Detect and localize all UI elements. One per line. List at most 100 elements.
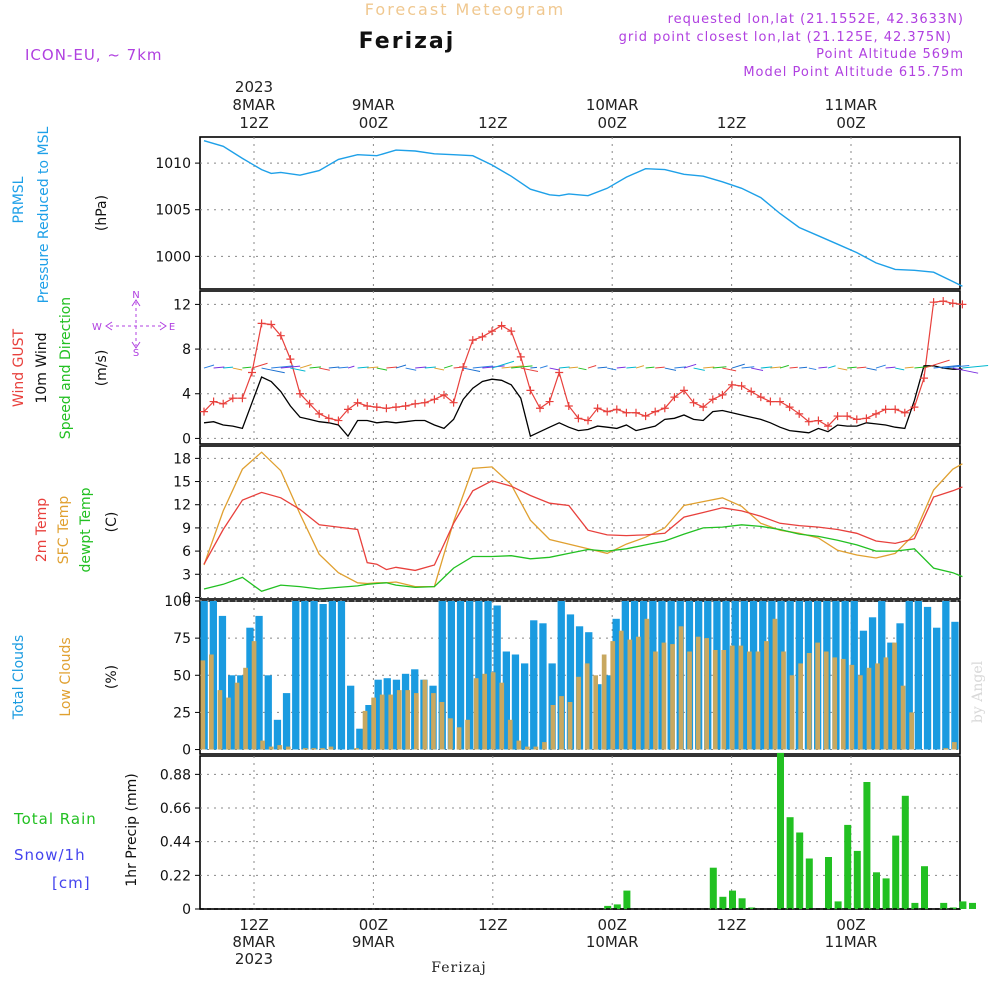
total-cloud-bar xyxy=(218,615,227,750)
low-cloud-bar xyxy=(226,697,231,750)
wind-arrow xyxy=(683,363,697,369)
total-cloud-bar xyxy=(731,601,739,750)
gust-point xyxy=(737,381,746,390)
low-cloud-bar xyxy=(721,650,727,750)
wind-arrow xyxy=(837,367,848,371)
top-tick-hour: 00Z xyxy=(359,114,388,132)
snow-label: Snow/1h xyxy=(14,846,86,864)
total-cloud-bar xyxy=(475,601,483,750)
gust-point xyxy=(814,416,823,425)
total-cloud-bar xyxy=(923,606,932,750)
gust-point xyxy=(276,331,285,340)
low-cloud-bar xyxy=(738,645,744,750)
total-cloud-bar xyxy=(768,601,776,750)
wind-arrow xyxy=(808,367,817,371)
pressure-label-1: PRMSL xyxy=(11,176,27,223)
wind-arrow xyxy=(223,366,234,369)
low-cloud-bar xyxy=(712,650,718,750)
low-cloud-bar xyxy=(525,746,530,750)
grid-point-coords: grid point closest lon,lat (21.125E, 42.… xyxy=(619,30,952,45)
low-cloud-bar xyxy=(858,675,863,750)
total-cloud-bar xyxy=(292,601,300,750)
low-cloud-bar xyxy=(490,672,496,750)
low-cloud-bar xyxy=(875,663,880,750)
gust-point xyxy=(468,336,477,345)
gust-point xyxy=(248,368,256,377)
low-cloud-bar xyxy=(234,682,240,750)
wind-arrow xyxy=(328,366,340,369)
clouds-unit: (%) xyxy=(104,665,120,689)
total-cloud-bar xyxy=(859,630,868,750)
gust-point xyxy=(660,404,669,413)
low-clouds-label: Low Clouds xyxy=(58,637,74,716)
bottom-tick-label: 00Z xyxy=(598,916,627,934)
low-cloud-bar xyxy=(601,654,607,750)
gust-point xyxy=(651,407,660,416)
low-cloud-bar xyxy=(422,679,428,750)
wind-unit: (m/s) xyxy=(94,350,110,387)
precip-bar xyxy=(969,902,976,909)
low-cloud-bar xyxy=(567,702,573,750)
wind-arrow xyxy=(347,365,355,369)
total-cloud-bar xyxy=(566,614,575,750)
low-cloud-bar xyxy=(414,693,419,750)
gust-point xyxy=(344,405,352,414)
wind-arrow xyxy=(731,363,745,369)
gust-line xyxy=(203,300,963,427)
low-cloud-bar xyxy=(499,682,505,750)
low-cloud-bar xyxy=(311,748,317,750)
total-cloud-bar xyxy=(319,604,327,750)
low-cloud-bar xyxy=(593,675,598,750)
total-cloud-bar xyxy=(933,627,941,750)
gust-point xyxy=(324,414,333,423)
total-cloud-bar xyxy=(456,601,465,750)
gust-point xyxy=(785,403,794,412)
wind-arrow xyxy=(847,366,857,369)
total-cloud-bar xyxy=(502,651,510,750)
low-cloud-bar xyxy=(533,746,539,750)
low-cloud-bar xyxy=(448,718,453,750)
wind-arrow xyxy=(693,367,705,371)
total-cloud-bar xyxy=(264,675,272,750)
wind-arrow xyxy=(491,360,515,369)
top-tick-hour: 12Z xyxy=(717,114,746,132)
wind-arrow xyxy=(875,364,886,369)
gust-point xyxy=(766,397,775,406)
low-cloud-bar xyxy=(268,746,274,750)
low-cloud-bar xyxy=(670,644,675,750)
ytick-label-clouds: 0 xyxy=(182,743,191,759)
low-cloud-bar xyxy=(439,702,445,750)
bottom-tick-label: 2023 xyxy=(235,950,273,968)
gust-point xyxy=(881,405,890,414)
low-cloud-bar xyxy=(379,694,385,750)
precip-bar xyxy=(709,867,717,909)
total-cloud-bar xyxy=(365,705,373,750)
total-clouds-label: Total Clouds xyxy=(11,635,27,720)
wind-speed-line xyxy=(203,365,963,438)
precip-bar xyxy=(911,902,919,909)
low-cloud-bar xyxy=(610,641,616,750)
low-cloud-bar xyxy=(892,642,897,750)
precip-bar xyxy=(853,850,861,909)
low-cloud-bar xyxy=(388,694,394,750)
grid-lines xyxy=(200,137,960,910)
low-cloud-bar xyxy=(900,685,906,750)
gust-point xyxy=(804,417,813,426)
total-cloud-bar xyxy=(530,620,538,750)
low-cloud-bar xyxy=(627,639,633,750)
precip-bar xyxy=(921,866,928,909)
wind-arrow xyxy=(501,365,525,369)
total-cloud-bar xyxy=(905,601,913,750)
gust-point xyxy=(545,397,554,406)
wind-arrow xyxy=(943,364,970,369)
clouds-panel xyxy=(200,601,959,750)
top-tick-hour: 12Z xyxy=(478,114,507,132)
low-cloud-bar xyxy=(576,676,581,750)
ytick-label-wind: 4 xyxy=(182,387,191,403)
low-cloud-bar xyxy=(328,746,334,750)
ytick-label-temp: 0 xyxy=(182,590,191,606)
gust-point xyxy=(747,387,756,396)
wind-arrow xyxy=(415,366,427,369)
gust-point xyxy=(574,414,583,423)
